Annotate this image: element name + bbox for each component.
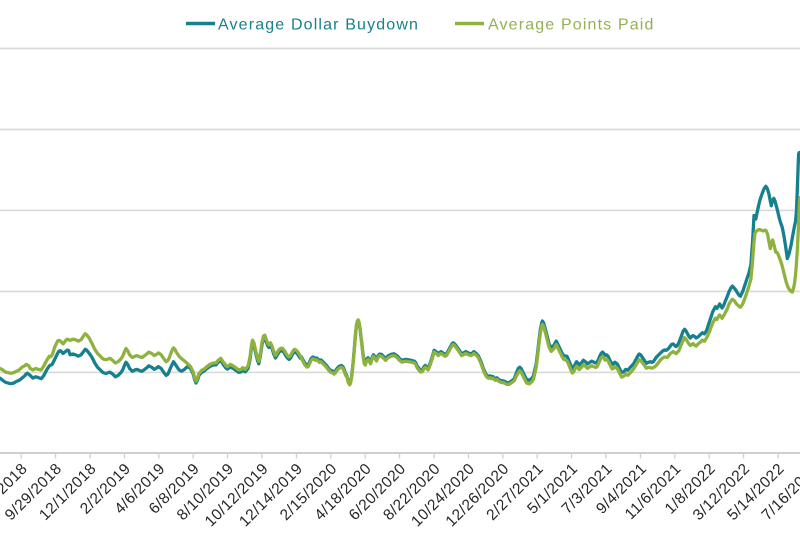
svg-text:Average Points Paid: Average Points Paid <box>488 17 655 34</box>
svg-text:Average Dollar Buydown: Average Dollar Buydown <box>218 17 419 34</box>
